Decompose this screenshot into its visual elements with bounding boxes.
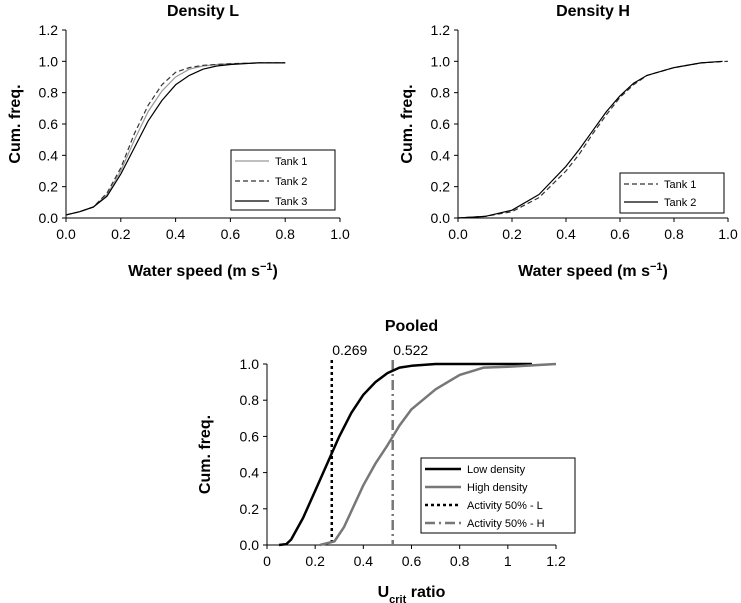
legend-entry: Tank 1 [664, 179, 696, 191]
x-tick-label: 1.0 [718, 226, 738, 242]
x-axis-label: Water speed (m s−1) [518, 261, 668, 280]
x-tick-label: 0.6 [402, 553, 422, 569]
legend-entry: High density [467, 482, 528, 494]
y-tick-label: 0.6 [431, 116, 451, 132]
series-line-2 [65, 62, 286, 216]
x-tick-label: 0.2 [111, 226, 131, 242]
y-tick-label: 0.6 [240, 428, 260, 444]
legend-entry: Tank 3 [275, 196, 307, 208]
series-line-1 [65, 62, 286, 216]
y-tick-label: 0.8 [39, 85, 59, 101]
x-tick-label: 0.4 [166, 226, 186, 242]
x-tick-label: 1.2 [546, 553, 566, 569]
legend-box [230, 149, 336, 211]
x-tick-label: 0.2 [305, 553, 325, 569]
chart-0: Density L 0.0 0.2 0.4 0.6 0.8 1.0 1.2 0.0 0.2 0.4 0… [7, 3, 350, 280]
x-tick-label: 0.6 [610, 226, 630, 242]
y-tick-label: 1.2 [39, 22, 59, 38]
reference-line-label: 0.269 [332, 342, 367, 358]
x-axis-label: Water speed (m s−1) [128, 261, 278, 280]
x-tick-label: 0.2 [502, 226, 522, 242]
y-tick-label: 0.0 [240, 537, 260, 553]
y-tick-label: 1.0 [431, 53, 451, 69]
y-tick-label: 0.2 [240, 501, 260, 517]
y-axis-label: Cum. freq. [197, 415, 214, 494]
legend-entry: Tank 1 [275, 156, 307, 168]
y-tick-label: 0.4 [39, 147, 59, 163]
chart-1: Density H 0.0 0.2 0.4 0.6 0.8 1.0 1.2 0.0 0.2 0.4 0… [399, 3, 738, 280]
legend-box [420, 457, 576, 534]
y-tick-label: 0.8 [240, 392, 260, 408]
legend: Low density High density Activity 50% - L A… [420, 457, 576, 534]
legend-box [619, 172, 725, 214]
x-tick-label: 0.4 [354, 553, 374, 569]
legend: Tank 1 Tank 2 Tank 3 [230, 149, 336, 211]
y-tick-label: 0.6 [39, 116, 59, 132]
y-tick-label: 0.2 [39, 179, 59, 195]
x-tick-label: 0 [263, 553, 271, 569]
x-tick-label: 0.4 [556, 226, 576, 242]
x-tick-label: 1 [504, 553, 512, 569]
chart-title: Density L [167, 3, 239, 20]
chart-title: Density H [556, 3, 630, 20]
legend: Tank 1 Tank 2 [619, 172, 725, 214]
x-tick-label: 0.8 [664, 226, 684, 242]
chart-title: Pooled [385, 318, 438, 335]
y-tick-label: 1.0 [240, 356, 260, 372]
legend-entry: Low density [467, 464, 526, 476]
series-line-1 [457, 60, 723, 219]
y-tick-label: 0.2 [431, 179, 451, 195]
legend-entry: Activity 50% - H [467, 518, 545, 530]
x-tick-label: 1.0 [330, 226, 350, 242]
legend-entry: Tank 2 [664, 197, 696, 209]
x-tick-label: 0.0 [448, 226, 468, 242]
x-tick-label: 0.8 [275, 226, 295, 242]
y-tick-label: 1.0 [39, 53, 59, 69]
x-axis-label: Ucrit ratio [378, 584, 446, 603]
y-axis-label: Cum. freq. [399, 84, 416, 163]
y-tick-label: 0.4 [240, 465, 260, 481]
series-line-1 [319, 362, 557, 547]
x-tick-label: 0.0 [56, 226, 76, 242]
chart-2: Pooled 0.0 0.2 0.4 0.6 0.8 1.0 0 0.2 0.4 0.6 0.8 1 1.… [197, 318, 576, 603]
series-line-0 [278, 362, 532, 547]
legend-entry: Tank 2 [275, 176, 307, 188]
y-tick-label: 0.8 [431, 85, 451, 101]
legend-entry: Activity 50% - L [467, 500, 543, 512]
y-tick-label: 0.0 [39, 210, 59, 226]
y-tick-label: 1.2 [431, 22, 451, 38]
x-tick-label: 0.8 [450, 553, 470, 569]
y-tick-label: 0.0 [431, 210, 451, 226]
y-axis-label: Cum. freq. [7, 84, 24, 163]
x-tick-label: 0.6 [221, 226, 241, 242]
reference-line-label: 0.522 [393, 342, 428, 358]
y-tick-label: 0.4 [431, 147, 451, 163]
